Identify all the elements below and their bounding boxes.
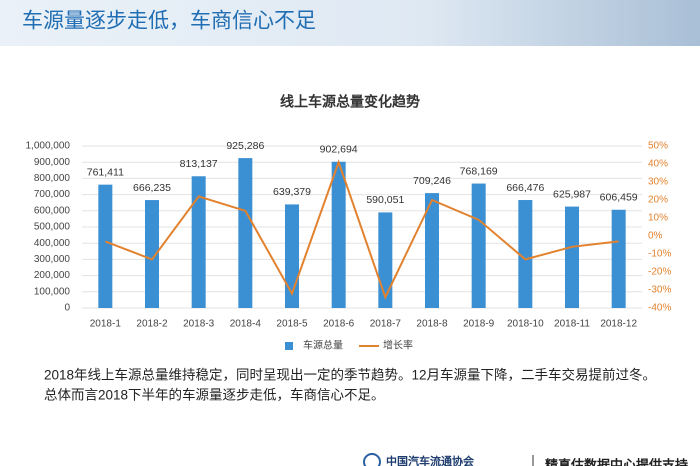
y-tick-label: 800,000 [34, 173, 71, 184]
y2-tick-label: -10% [648, 249, 671, 260]
y2-tick-label: 0% [648, 231, 663, 242]
bar [518, 200, 533, 308]
y2-tick-label: 50% [648, 141, 668, 152]
bar [425, 193, 439, 308]
legend-swatch [285, 342, 293, 350]
x-tick-label: 2018-11 [554, 319, 590, 330]
x-tick-label: 2018-10 [507, 319, 544, 330]
y2-tick-label: -20% [648, 267, 671, 278]
y-tick-label: 600,000 [34, 205, 71, 216]
data-label: 666,235 [133, 182, 171, 194]
footer-logo: 中国汽车流通协会 [386, 454, 475, 466]
bar [331, 161, 346, 308]
legend-label: 车源总量 [303, 339, 343, 352]
x-tick-label: 2018-8 [416, 319, 448, 330]
y-tick-label: 100,000 [34, 286, 71, 297]
data-label: 925,286 [226, 140, 264, 152]
bar [145, 200, 159, 308]
x-tick-label: 2018-1 [90, 319, 122, 330]
data-label: 606,459 [600, 192, 638, 204]
body-text: 总体而言2018下半年的车源量逐步走低，车商信心不足。 [44, 387, 385, 403]
y2-tick-label: -30% [648, 285, 671, 296]
x-tick-label: 2018-2 [136, 319, 168, 330]
chart-title: 线上车源总量变化趋势 [280, 94, 420, 110]
legend-label: 增长率 [383, 339, 413, 352]
y-tick-label: 0 [64, 303, 70, 314]
footer-note: 精真估数据中心提供支持 [545, 457, 688, 466]
body-text: 2018年线上车源总量维持稳定，同时呈现出一定的季节趋势。12月车源量下降，二手… [44, 367, 656, 383]
y-tick-label: 1,000,000 [26, 141, 71, 152]
line [104, 159, 619, 300]
data-label: 666,476 [506, 182, 544, 194]
y-tick-label: 400,000 [34, 238, 71, 249]
y2-tick-label: 30% [648, 177, 668, 188]
x-tick-label: 2018-7 [370, 319, 402, 330]
data-label: 902,694 [320, 144, 358, 156]
x-tick-label: 2018-4 [230, 319, 262, 330]
y2-tick-label: 10% [648, 213, 668, 224]
x-tick-label: 2018-5 [276, 319, 308, 330]
y-tick-label: 300,000 [34, 254, 71, 265]
bar [471, 183, 486, 308]
y-tick-label: 700,000 [34, 189, 71, 200]
x-tick-label: 2018-12 [600, 319, 637, 330]
bar [565, 206, 579, 308]
x-tick-label: 2018-9 [463, 319, 495, 330]
data-label: 761,411 [87, 166, 124, 178]
data-label: 625,987 [553, 188, 591, 200]
header-title: 车源量逐步走低，车商信心不足 [22, 10, 316, 33]
data-label: 768,169 [460, 165, 498, 177]
data-label: 709,246 [413, 175, 451, 187]
data-label: 639,379 [273, 186, 311, 198]
y2-tick-label: 40% [648, 159, 668, 170]
y-tick-label: 200,000 [34, 270, 71, 281]
y2-tick-label: -40% [648, 303, 671, 314]
header-banner [0, 0, 700, 46]
logo-icon [363, 453, 381, 466]
data-label: 813,137 [180, 158, 218, 170]
bar [98, 184, 113, 308]
y-tick-label: 900,000 [34, 157, 71, 168]
bar [611, 209, 626, 308]
data-label: 590,051 [366, 194, 404, 206]
bar [238, 158, 253, 308]
x-tick-label: 2018-6 [323, 319, 355, 330]
x-tick-label: 2018-3 [183, 319, 215, 330]
y-tick-label: 500,000 [34, 222, 71, 233]
bar [191, 176, 206, 308]
bar [378, 212, 393, 308]
y2-tick-label: 20% [648, 195, 668, 206]
